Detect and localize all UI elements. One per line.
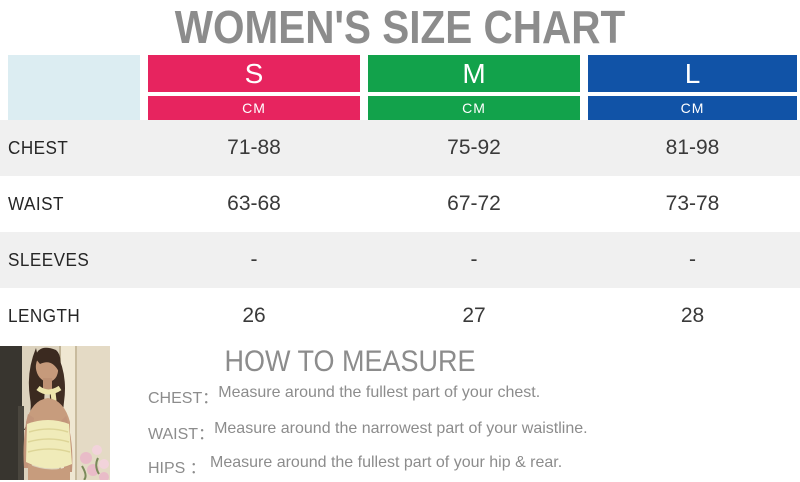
measure-text-waist: Measure around the narrowest part of you… <box>214 420 588 437</box>
measure-item-chest: CHEST： Measure around the fullest part o… <box>148 384 540 408</box>
measure-label-hips: HIPS ： <box>148 460 206 477</box>
table-row-waist: WAIST 63-68 67-72 73-78 <box>0 176 800 232</box>
length-s-value: 26 <box>242 304 266 327</box>
size-header-s: S <box>148 55 360 92</box>
chest-s-value: 71-88 <box>227 136 281 159</box>
page-title: WOMEN'S SIZE CHART <box>174 1 626 53</box>
unit-cell-l: CM <box>588 96 797 120</box>
waist-m-value: 67-72 <box>447 192 501 215</box>
waist-s-value: 63-68 <box>227 192 281 215</box>
sleeves-s-value: - <box>250 248 258 271</box>
corner-cell <box>8 55 140 120</box>
table-row-length: LENGTH 26 27 28 <box>0 288 800 344</box>
measure-heading: HOW TO MEASURE <box>224 345 476 378</box>
measure-text-hips: Measure around the fullest part of your … <box>210 454 563 471</box>
table-row-sleeves: SLEEVES - - - <box>0 232 800 288</box>
length-l-value: 28 <box>680 304 705 327</box>
size-header-m: M <box>368 55 580 92</box>
measure-label-waist: WAIST： <box>148 426 215 443</box>
unit-cell-m: CM <box>368 96 580 120</box>
row-label-sleeves: SLEEVES <box>8 249 90 270</box>
length-m-value: 27 <box>462 304 486 327</box>
row-label-chest: CHEST <box>8 137 69 158</box>
unit-cell-s: CM <box>148 96 360 120</box>
size-table-header: S M L CM CM CM <box>0 55 800 120</box>
size-table: S M L CM CM CM CHEST 71-88 75-92 81-98 W… <box>0 55 800 344</box>
size-header-l: L <box>588 55 797 92</box>
row-label-waist: WAIST <box>8 193 64 214</box>
chest-m-value: 75-92 <box>447 136 501 159</box>
model-photo <box>0 346 110 480</box>
measure-label-chest: CHEST： <box>148 390 219 407</box>
row-label-length: LENGTH <box>8 305 81 326</box>
waist-l-value: 73-78 <box>665 192 720 215</box>
measure-item-hips: HIPS ： Measure around the fullest part o… <box>148 454 562 478</box>
table-row-chest: CHEST 71-88 75-92 81-98 <box>0 120 800 176</box>
chest-l-value: 81-98 <box>665 136 720 159</box>
measure-text-chest: Measure around the fullest part of your … <box>218 384 541 401</box>
how-to-measure-section: HOW TO MEASURE CHEST： Measure around the… <box>0 344 800 480</box>
measure-item-waist: WAIST： Measure around the narrowest part… <box>148 420 588 444</box>
sleeves-m-value: - <box>470 248 478 271</box>
sleeves-l-value: - <box>689 248 696 271</box>
